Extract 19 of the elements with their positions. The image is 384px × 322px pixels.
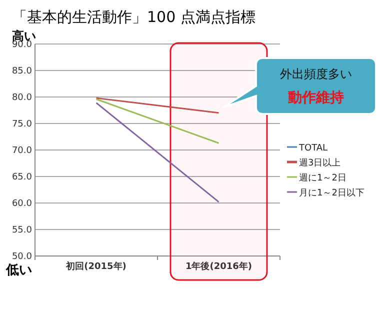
- x-tick-label: 初回(2015年): [65, 261, 126, 272]
- text: 低い: [5, 263, 32, 278]
- y-tick-label: 70.0: [12, 146, 32, 156]
- y-tick-label: 60.0: [12, 199, 32, 209]
- y-tick-label: 55.0: [12, 226, 32, 236]
- y-tick-label: 85.0: [12, 66, 32, 76]
- y-tick-label: 75.0: [12, 120, 32, 130]
- legend-label: 月に1～2日以下: [299, 188, 364, 198]
- y-tick-label: 65.0: [12, 172, 32, 182]
- y-tick-label: 50.0: [12, 252, 32, 262]
- y-tick-label: 80.0: [12, 93, 32, 103]
- legend-label: TOTAL: [298, 144, 328, 154]
- legend-label: 週に1～2日: [299, 172, 346, 184]
- text: 動作維持: [287, 90, 344, 106]
- legend-label: 週3日以上: [299, 158, 341, 168]
- y-tick-label: 90.0: [12, 40, 32, 50]
- chart-title: 「基本的生活動作」100 点満点指標: [12, 8, 256, 26]
- x-tick-label: 1年後(2016年): [185, 261, 252, 272]
- annotation: 外出頻度多い: [280, 67, 352, 81]
